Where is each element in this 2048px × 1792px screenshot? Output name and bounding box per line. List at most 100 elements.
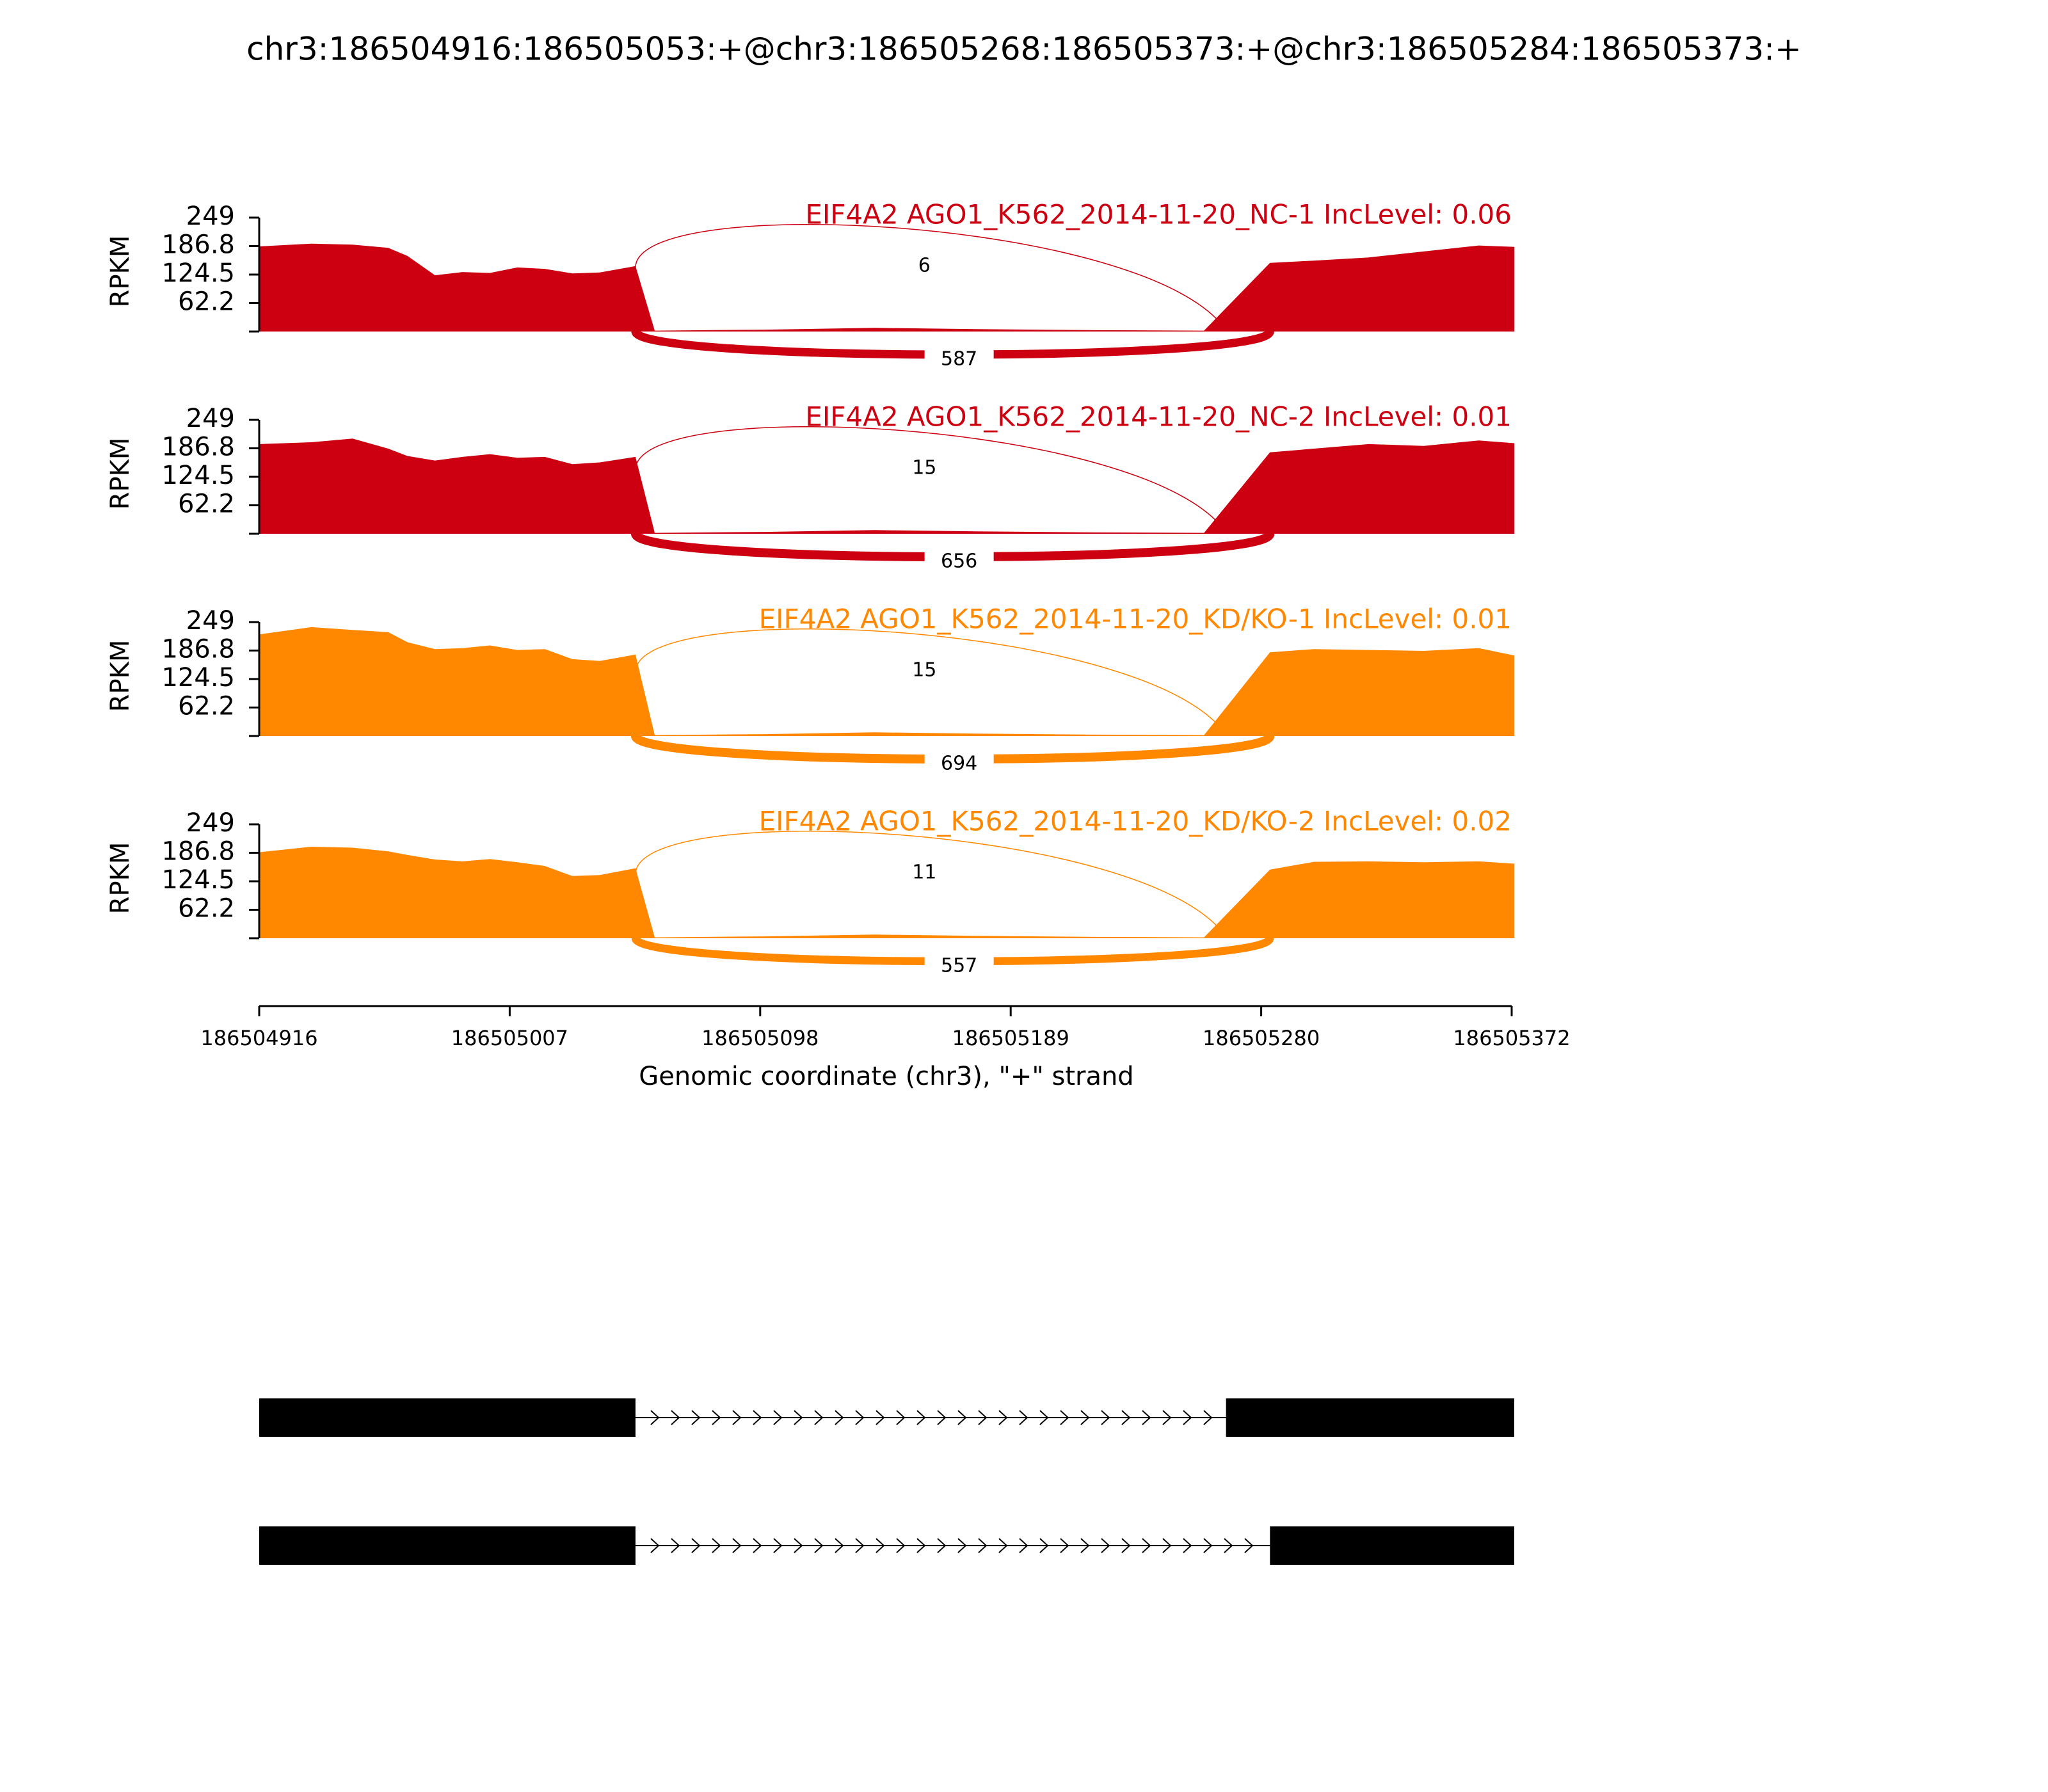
strand-arrow-icon [732,1538,742,1553]
x-tick-label: 186504916 [200,1026,317,1050]
y-tick-label: 249 [186,404,235,433]
strand-arrow-icon [1183,1410,1192,1425]
coverage-area [259,243,1515,332]
y-tick-label: 249 [186,808,235,838]
junction-arc [635,628,1227,735]
x-tick-label: 186505372 [1453,1026,1570,1050]
y-axis-label: RPKM [106,640,135,712]
strand-arrow-icon [1080,1410,1090,1425]
y-tick-label: 124.5 [161,259,235,288]
junction-label-bg [924,548,994,576]
strand-arrow-icon [835,1538,844,1553]
strand-arrow-icon [916,1538,926,1553]
strand-arrow-icon [794,1410,803,1425]
y-tick-label: 186.8 [161,432,235,461]
strand-arrow-icon [671,1538,680,1553]
y-axis-label: RPKM [106,842,135,915]
junction-count-label: 656 [941,550,977,573]
figure-title: chr3:186504916:186505053:+@chr3:18650526… [246,31,1802,68]
strand-arrow-icon [937,1538,947,1553]
y-axis-label: RPKM [106,438,135,510]
strand-arrow-icon [1060,1410,1069,1425]
x-tick-label: 186505007 [451,1026,568,1050]
strand-arrow-icon [773,1410,783,1425]
strand-arrow-icon [794,1538,803,1553]
strand-arrow-icon [732,1410,742,1425]
strand-arrow-icon [1142,1538,1151,1553]
isoform [259,1398,1514,1437]
x-tick-label: 186505189 [952,1026,1069,1050]
junction-count-label: 694 [941,753,977,775]
junction-label-bg [896,454,953,483]
strand-arrow-icon [1244,1538,1254,1553]
y-tick-label: 249 [186,202,235,231]
strand-arrow-icon [1162,1410,1172,1425]
y-tick-label: 124.5 [161,461,235,490]
strand-arrow-icon [814,1538,824,1553]
y-tick-label: 186.8 [161,836,235,866]
junction-label-bg [896,657,953,685]
strand-arrow-icon [957,1410,967,1425]
exon-block [1226,1398,1514,1437]
y-tick-label: 186.8 [161,230,235,259]
y-tick-label: 62.2 [178,287,235,317]
panel-label: EIF4A2 AGO1_K562_2014-11-20_KD/KO-2 IncL… [759,806,1512,837]
y-tick-label: 62.2 [178,490,235,519]
strand-arrow-icon [650,1538,660,1553]
strand-arrow-icon [1121,1538,1131,1553]
isoform [259,1526,1514,1565]
coverage-area [259,847,1515,938]
junction-arc [635,830,1227,938]
strand-arrow-icon [835,1410,844,1425]
strand-arrow-icon [957,1538,967,1553]
junction-count-label: 557 [941,955,977,977]
x-tick-label: 186505098 [701,1026,819,1050]
strand-arrow-icon [1203,1410,1213,1425]
strand-arrow-icon [876,1538,885,1553]
strand-arrow-icon [1121,1410,1131,1425]
strand-arrow-icon [1080,1538,1090,1553]
strand-arrow-icon [937,1410,947,1425]
junction-label-bg [924,346,994,374]
strand-arrow-icon [773,1538,783,1553]
exon-block [259,1526,636,1565]
y-axis-label: RPKM [106,236,135,308]
x-tick-label: 186505280 [1203,1026,1320,1050]
y-tick-label: 124.5 [161,663,235,692]
strand-arrow-icon [1224,1538,1233,1553]
strand-arrow-icon [671,1410,680,1425]
strand-arrow-icon [896,1538,906,1553]
panel-label: EIF4A2 AGO1_K562_2014-11-20_NC-1 IncLeve… [805,199,1512,230]
coverage-area [259,438,1515,534]
junction-count-label: 6 [918,255,931,277]
y-tick-label: 62.2 [178,894,235,924]
strand-arrow-icon [978,1538,988,1553]
strand-arrow-icon [712,1538,721,1553]
strand-arrow-icon [1039,1538,1049,1553]
strand-arrow-icon [691,1410,701,1425]
exon-block [1270,1526,1514,1565]
junction-count-label: 15 [912,659,936,682]
strand-arrow-icon [1183,1538,1192,1553]
exon-block [259,1398,636,1437]
x-axis-label: Genomic coordinate (chr3), "+" strand [639,1062,1133,1091]
junction-label-bg [924,750,994,778]
panel-label: EIF4A2 AGO1_K562_2014-11-20_KD/KO-1 IncL… [759,604,1512,635]
strand-arrow-icon [814,1410,824,1425]
strand-arrow-icon [1203,1538,1213,1553]
strand-arrow-icon [1019,1538,1028,1553]
strand-arrow-icon [1060,1538,1069,1553]
strand-arrow-icon [650,1410,660,1425]
strand-arrow-icon [998,1410,1008,1425]
junction-label-bg [896,252,953,280]
strand-arrow-icon [855,1538,865,1553]
junction-arc [635,223,1227,331]
y-tick-label: 62.2 [178,692,235,721]
junction-count-label: 15 [912,457,936,479]
panel-label: EIF4A2 AGO1_K562_2014-11-20_NC-2 IncLeve… [805,401,1512,433]
